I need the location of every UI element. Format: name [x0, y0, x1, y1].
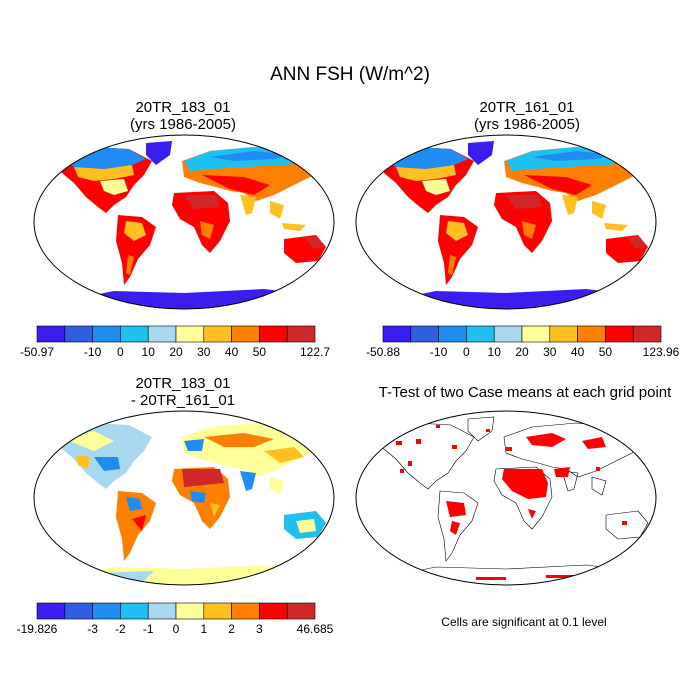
colorbar-top-right: -50.88 -10 0 10 20 30 40 50 123.96 — [366, 325, 680, 359]
panel-years: (yrs 1986-2005) — [130, 116, 236, 133]
colorbar-tick-label: -10 — [84, 345, 102, 359]
panel-case-name: 20TR_161_01 — [479, 99, 575, 116]
colorbar-tick-label: 50 — [253, 345, 267, 359]
panel-years: (yrs 1986-2005) — [474, 116, 580, 133]
map-top-left — [33, 134, 335, 310]
colorbar-box — [286, 325, 316, 343]
colorbar-min-label: -19.826 — [17, 622, 58, 636]
colorbar-tick-label: -1 — [143, 622, 154, 636]
colorbar-box — [466, 325, 495, 343]
colorbar-box — [36, 325, 66, 343]
colorbar-box — [36, 602, 66, 620]
colorbar-box — [382, 325, 412, 343]
colorbar-tick-label: 20 — [515, 345, 529, 359]
colorbar-bottom-left: -19.826 -3 -2 -1 0 1 2 3 46.685 — [17, 602, 334, 636]
colorbar-max-label: 122.7 — [300, 345, 330, 359]
colorbar-box — [632, 325, 662, 343]
significance-note: Cells are significant at 0.1 level — [441, 615, 607, 629]
colorbar-tick-label: 40 — [571, 345, 585, 359]
colorbar-tick-label: 40 — [225, 345, 239, 359]
colorbar-box — [92, 602, 121, 620]
colorbar-tick-label: 20 — [169, 345, 183, 359]
colorbar-box — [231, 602, 260, 620]
colorbar-tick-label: 0 — [463, 345, 470, 359]
colorbar-box — [259, 602, 288, 620]
colorbar-min-label: -50.88 — [366, 345, 400, 359]
colorbar-min-label: -50.97 — [20, 345, 54, 359]
colorbar-box — [203, 325, 232, 343]
colorbar-box — [521, 325, 551, 343]
colorbar-tick-label: 2 — [228, 622, 235, 636]
colorbar-box — [147, 325, 177, 343]
colorbar-box — [231, 325, 260, 343]
ttest-title: T-Test of two Case means at each grid po… — [378, 384, 672, 401]
map-bottom-left — [33, 410, 335, 586]
panel-title-bottom-left: 20TR_183_01 - 20TR_161_01 — [33, 375, 333, 409]
panel-title-bottom-right: T-Test of two Case means at each grid po… — [355, 384, 695, 401]
colorbar-box — [120, 602, 149, 620]
colorbar-tick-label: 50 — [599, 345, 613, 359]
colorbar-tick-label: 10 — [488, 345, 502, 359]
colorbar-box — [605, 325, 634, 343]
colorbar-box — [549, 325, 578, 343]
colorbar-tick-label: 1 — [200, 622, 207, 636]
colorbar-box — [92, 325, 121, 343]
panel-case-diff: - 20TR_161_01 — [130, 392, 236, 409]
colorbar-box — [410, 325, 439, 343]
colorbar-box — [64, 325, 93, 343]
panel-title-top-right: 20TR_161_01 (yrs 1986-2005) — [377, 99, 677, 133]
colorbar-tick-label: 30 — [197, 345, 211, 359]
colorbar-tick-label: -3 — [87, 622, 98, 636]
colorbar-box — [286, 602, 316, 620]
colorbar-tick-label: 0 — [173, 622, 180, 636]
colorbar-box — [64, 602, 93, 620]
colorbar-top-left: -50.97 -10 0 10 20 30 40 50 122.7 — [20, 325, 330, 359]
colorbar-tick-label: 3 — [256, 622, 263, 636]
colorbar-tick-label: 0 — [117, 345, 124, 359]
colorbar-box — [259, 325, 288, 343]
panel-case-name: 20TR_183_01 — [135, 375, 231, 392]
map-bottom-right — [355, 410, 657, 586]
panel-case-name: 20TR_183_01 — [135, 99, 231, 116]
colorbar-box — [493, 325, 523, 343]
colorbar-box — [438, 325, 467, 343]
colorbar-tick-label: -10 — [430, 345, 448, 359]
map-top-right — [355, 134, 657, 310]
colorbar-max-label: 46.685 — [297, 622, 334, 636]
panel-title-top-left: 20TR_183_01 (yrs 1986-2005) — [33, 99, 333, 133]
colorbar-max-label: 123.96 — [643, 345, 680, 359]
colorbar-tick-label: 10 — [142, 345, 156, 359]
colorbar-box — [203, 602, 232, 620]
colorbar-box — [577, 325, 606, 343]
colorbar-box — [175, 602, 205, 620]
colorbar-box — [147, 602, 177, 620]
colorbar-box — [175, 325, 205, 343]
figure-title: ANN FSH (W/m^2) — [270, 64, 430, 85]
colorbar-box — [120, 325, 149, 343]
colorbar-tick-label: 30 — [543, 345, 557, 359]
colorbar-tick-label: -2 — [115, 622, 126, 636]
